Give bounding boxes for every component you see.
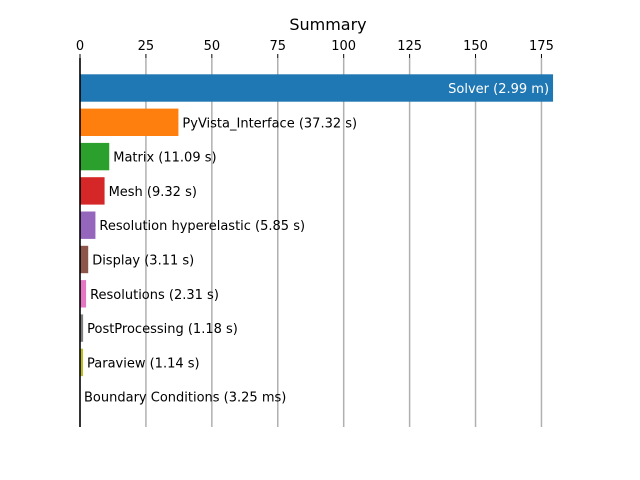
x-tick-label: 100 <box>331 39 356 54</box>
x-tick-label: 175 <box>529 39 554 54</box>
bars <box>80 74 554 411</box>
bar-label: Resolutions (2.31 s) <box>90 288 219 303</box>
bar-label: Paraview (1.14 s) <box>87 356 200 371</box>
bar <box>80 348 84 377</box>
bar <box>80 280 87 308</box>
x-tick-label: 50 <box>204 39 221 54</box>
bar <box>80 211 96 239</box>
bar-label: Mesh (9.32 s) <box>109 185 197 200</box>
bar-label: PyVista_Interface (37.32 s) <box>182 116 357 131</box>
bar <box>80 108 179 136</box>
x-tick-label: 0 <box>76 39 84 54</box>
x-tick-label: 25 <box>138 39 155 54</box>
x-tick-label: 150 <box>463 39 488 54</box>
x-axis-ticks: 0 25 50 75 100 125 150 175 <box>76 39 554 58</box>
bar-labels: Solver (2.99 m) PyVista_Interface (37.32 … <box>84 82 549 406</box>
bar <box>80 245 89 274</box>
chart-title: Summary <box>289 15 366 34</box>
bar-label: Boundary Conditions (3.25 ms) <box>84 391 286 406</box>
x-tick-label: 75 <box>269 39 286 54</box>
x-tick-label: 125 <box>397 39 422 54</box>
bar <box>80 314 84 342</box>
bar-label: Solver (2.99 m) <box>448 82 549 97</box>
bar-label: PostProcessing (1.18 s) <box>87 322 238 337</box>
gridlines <box>145 58 543 427</box>
bar-label: Matrix (11.09 s) <box>113 151 216 166</box>
bar <box>80 74 554 102</box>
bar-label: Display (3.11 s) <box>92 254 194 269</box>
bar <box>80 142 110 171</box>
bar-label: Resolution hyperelastic (5.85 s) <box>99 219 305 234</box>
bar <box>80 177 105 205</box>
